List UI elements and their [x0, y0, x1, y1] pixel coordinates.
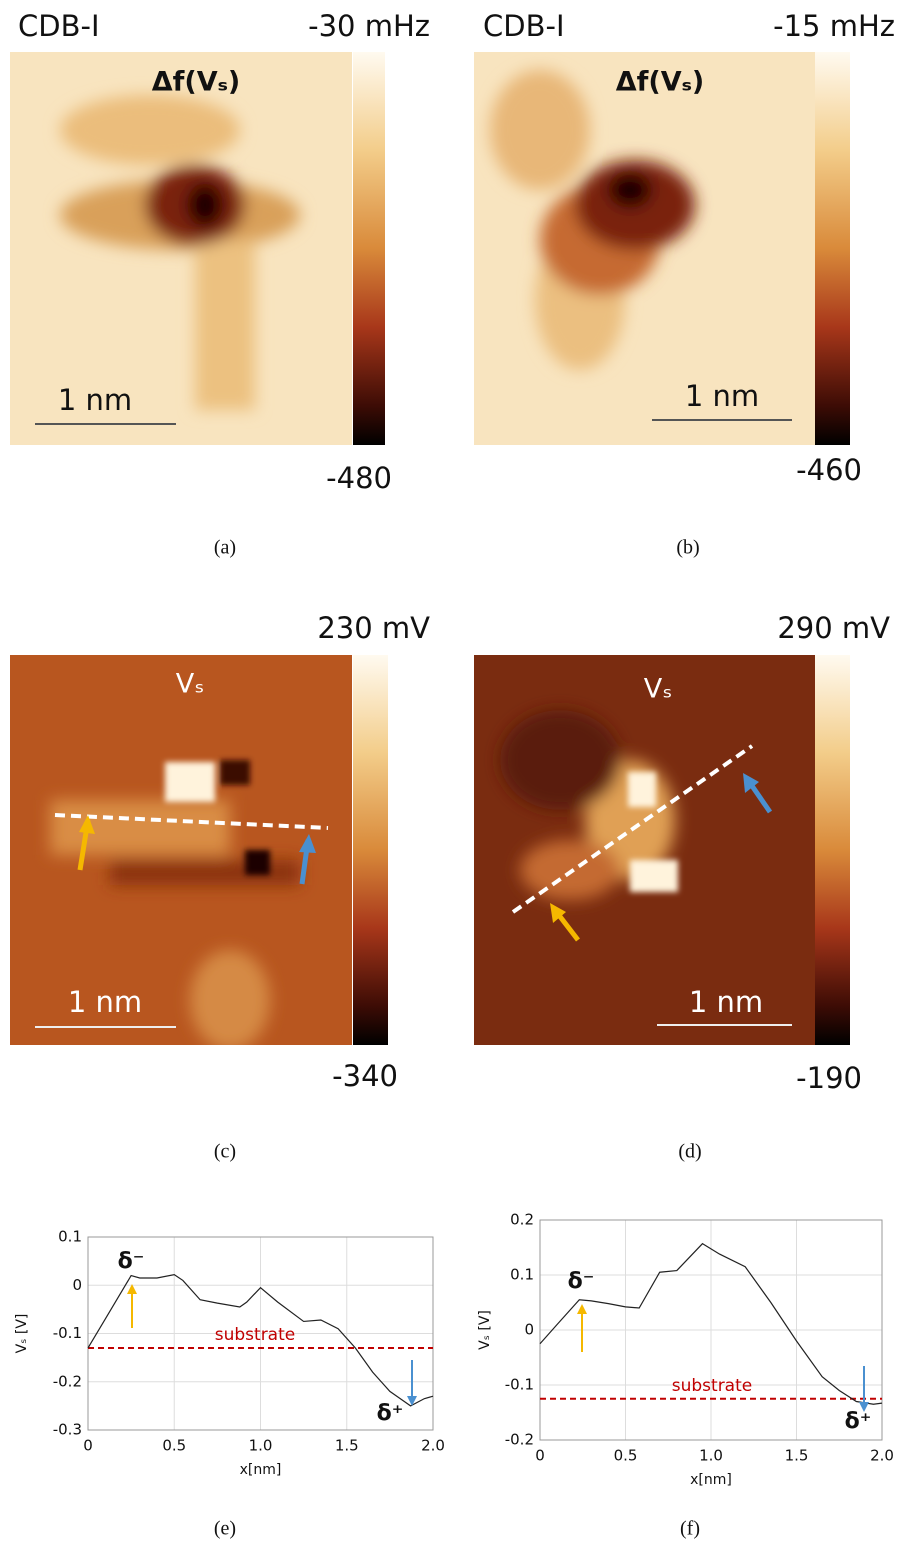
image-label: Δf(Vₛ)	[152, 67, 241, 98]
arrowhead	[550, 903, 566, 923]
colorbar-max: 290 mV	[777, 611, 890, 645]
shape	[60, 95, 300, 410]
arrowhead	[299, 834, 316, 853]
data-line	[539, 1242, 883, 1405]
x-tick-label: 1.0	[249, 1437, 273, 1455]
heatmap	[10, 655, 352, 1045]
y-tick-label: 0.1	[510, 1266, 534, 1284]
profile-line	[511, 744, 754, 914]
colorbar	[353, 655, 388, 1045]
y-axis-label: Vₛ [V]	[14, 1314, 30, 1354]
caption: (f)	[680, 1518, 700, 1540]
scale-label: 1 nm	[68, 985, 142, 1019]
shape	[190, 950, 270, 1045]
caption: (c)	[214, 1141, 236, 1163]
image-label: Vₛ	[644, 674, 673, 705]
y-tick-label: 0	[524, 1321, 534, 1339]
scale-label: 1 nm	[685, 379, 759, 413]
arrowhead	[407, 1396, 417, 1406]
y-tick-label: -0.3	[53, 1421, 82, 1439]
annotation: δ⁻	[568, 1269, 595, 1294]
x-tick-label: 1.5	[335, 1437, 359, 1455]
panel-title: CDB-I	[483, 9, 565, 43]
shape	[608, 172, 652, 208]
x-tick-label: 2.0	[870, 1447, 894, 1465]
y-tick-label: -0.1	[53, 1324, 82, 1342]
plot-frame	[87, 1236, 434, 1431]
scale-label: 1 nm	[689, 985, 763, 1019]
colorbar	[353, 52, 385, 445]
arrowhead	[743, 773, 759, 793]
arrowhead	[577, 1304, 587, 1314]
y-tick-label: 0	[72, 1276, 82, 1294]
x-tick-label: 0	[83, 1437, 93, 1455]
colorbar-max: -30 mHz	[308, 9, 430, 43]
x-axis-label: x[nm]	[240, 1462, 282, 1478]
reference-label: substrate	[215, 1325, 295, 1345]
colorbar	[815, 52, 850, 445]
colorbar-min: -340	[332, 1059, 398, 1093]
arrowhead	[859, 1402, 869, 1412]
x-tick-label: 0	[535, 1447, 545, 1465]
profile-line	[54, 813, 329, 830]
image-label: Vₛ	[176, 669, 205, 700]
scale-label: 1 nm	[58, 383, 132, 417]
arrowhead	[79, 815, 95, 834]
shape	[500, 710, 620, 810]
shape	[110, 860, 300, 885]
x-axis-label: x[nm]	[690, 1472, 732, 1488]
heatmap	[474, 52, 815, 445]
colorbar-max: 230 mV	[317, 611, 430, 645]
y-tick-label: 0.2	[510, 1211, 534, 1229]
shape	[630, 860, 678, 892]
shape	[195, 240, 255, 410]
heatmap	[474, 655, 815, 1045]
caption: (b)	[676, 537, 699, 559]
colorbar-min: -190	[796, 1061, 862, 1095]
shape	[490, 70, 590, 190]
shape	[50, 800, 300, 1045]
shape	[187, 183, 223, 227]
annotation: δ⁺	[845, 1409, 872, 1434]
shape	[245, 850, 270, 875]
shape	[165, 760, 270, 875]
y-tick-label: 0.1	[58, 1228, 82, 1246]
heatmap	[10, 52, 352, 445]
y-tick-label: -0.1	[505, 1376, 534, 1394]
plot-frame	[539, 1219, 883, 1441]
y-tick-label: -0.2	[505, 1431, 534, 1449]
x-tick-label: 2.0	[421, 1437, 445, 1455]
colorbar-min: -460	[796, 453, 862, 487]
shape	[628, 772, 656, 807]
colorbar	[815, 655, 850, 1045]
y-tick-label: -0.2	[53, 1372, 82, 1390]
x-tick-label: 1.0	[699, 1447, 723, 1465]
y-axis-label: Vₛ [V]	[477, 1310, 493, 1350]
caption: (a)	[214, 537, 236, 559]
caption: (d)	[678, 1141, 701, 1163]
panel-title: CDB-I	[18, 9, 100, 43]
reference-label: substrate	[672, 1376, 752, 1396]
image-label: Δf(Vₛ)	[616, 67, 705, 98]
shape	[220, 760, 250, 785]
data-line	[87, 1274, 434, 1407]
shape	[490, 70, 695, 370]
annotation: δ⁺	[377, 1401, 404, 1426]
caption: (e)	[214, 1518, 236, 1540]
annotation: δ⁻	[118, 1249, 145, 1274]
x-tick-label: 1.5	[785, 1447, 809, 1465]
shape	[165, 762, 215, 802]
shape	[60, 95, 240, 165]
colorbar-min: -480	[326, 461, 392, 495]
shape	[50, 800, 230, 855]
arrowhead	[127, 1284, 137, 1294]
colorbar-max: -15 mHz	[773, 9, 895, 43]
x-tick-label: 0.5	[162, 1437, 186, 1455]
shape	[628, 772, 678, 892]
x-tick-label: 0.5	[614, 1447, 638, 1465]
